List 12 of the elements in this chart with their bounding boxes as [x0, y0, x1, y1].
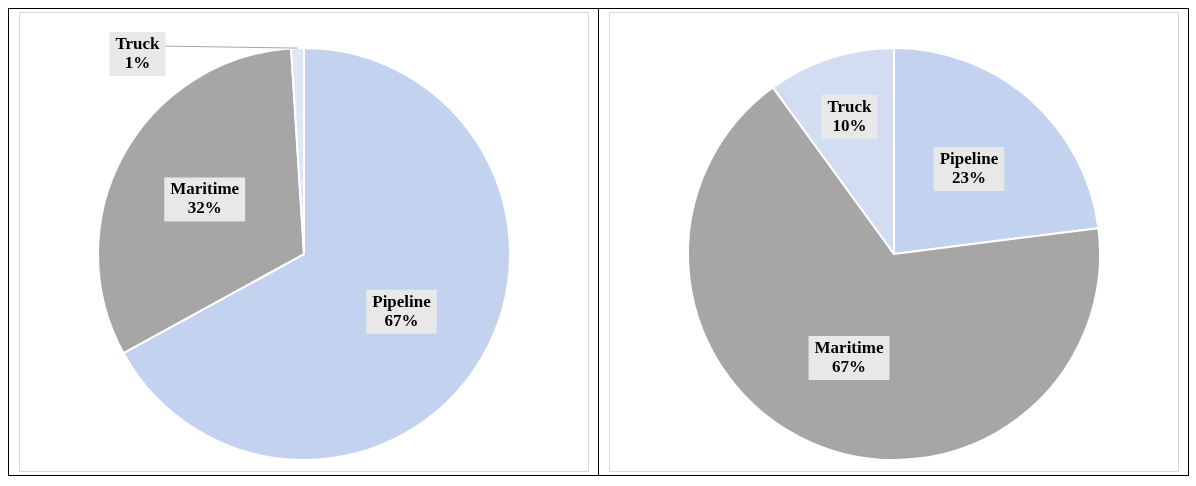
data-label: 1%	[124, 52, 150, 72]
data-label: 67%	[384, 310, 419, 330]
slice-label: Truck	[826, 96, 872, 116]
slice-label: Truck	[114, 33, 160, 53]
slice-label: Pipeline	[939, 148, 999, 168]
data-label: 32%	[187, 198, 222, 218]
slice-label: Maritime	[814, 337, 884, 357]
data-label: 67%	[831, 356, 866, 376]
data-label: 10%	[831, 115, 866, 135]
slice-label: Maritime	[169, 179, 240, 199]
slice-label: Pipeline	[371, 291, 431, 311]
data-label: 23%	[951, 167, 986, 187]
